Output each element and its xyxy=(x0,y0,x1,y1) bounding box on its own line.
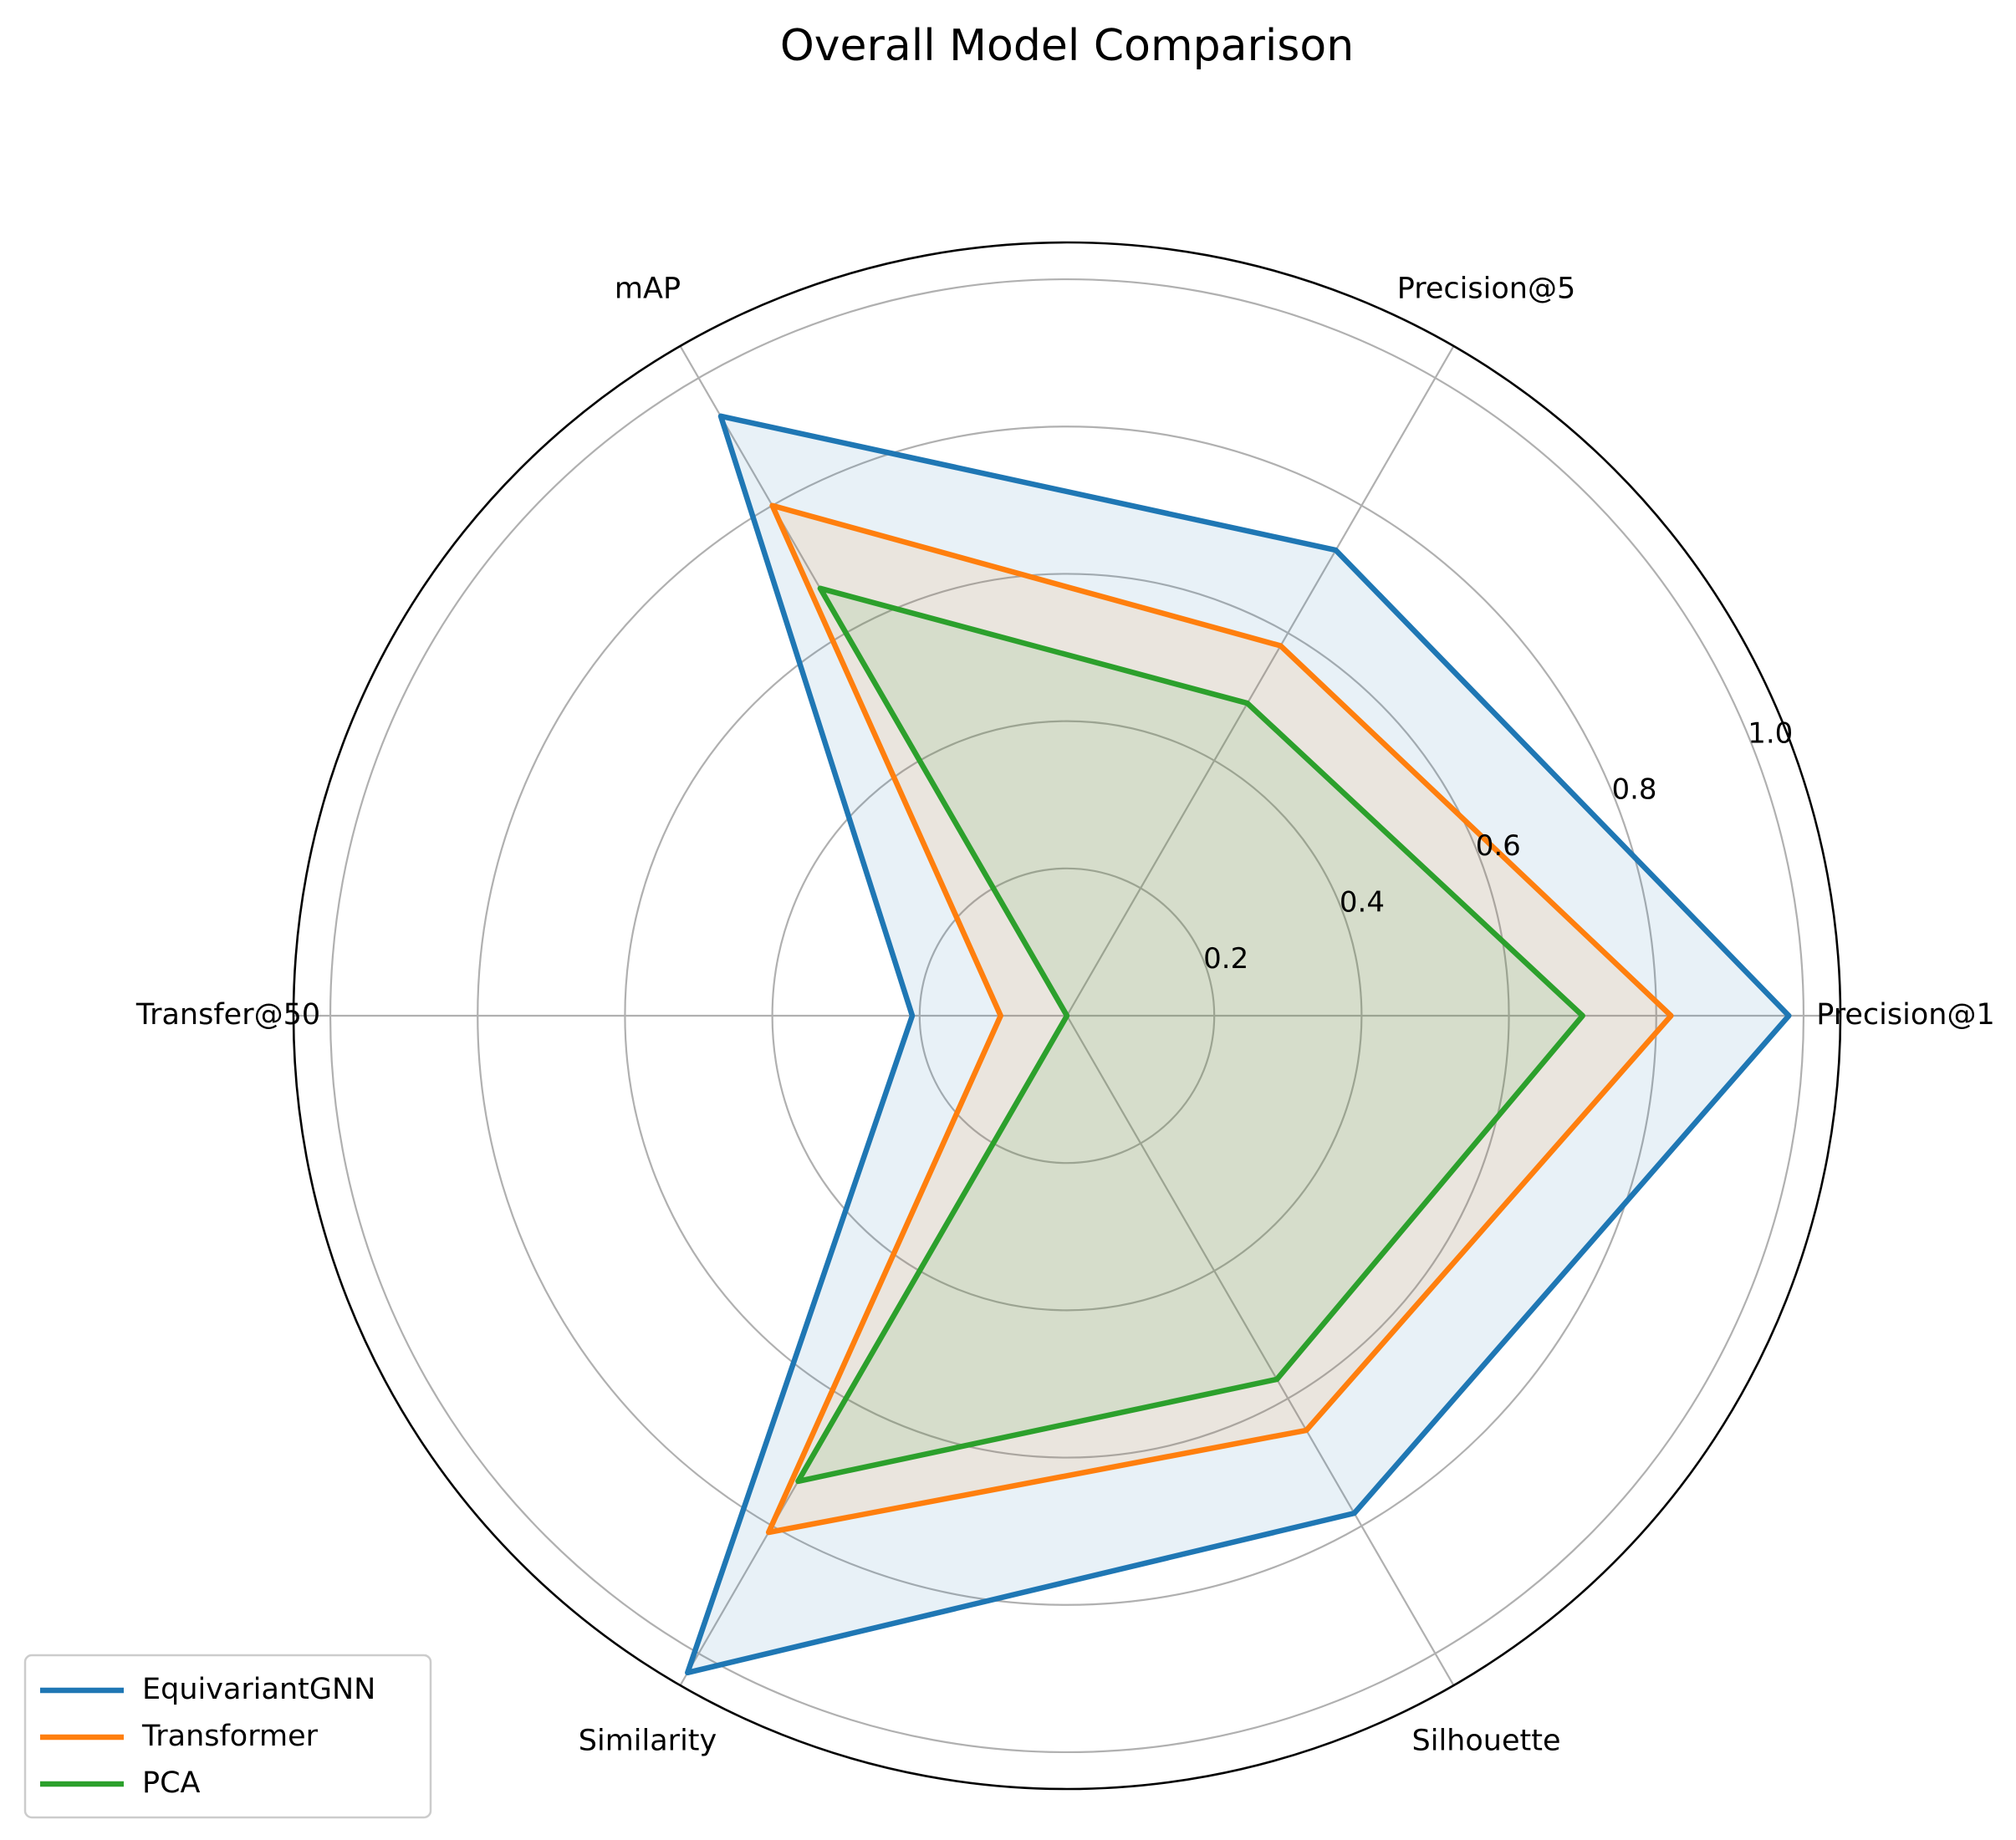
series-fill-1 xyxy=(768,505,1671,1533)
chart-title: Overall Model Comparison xyxy=(780,21,1354,71)
legend-label: PCA xyxy=(142,1766,201,1800)
category-label: mAP xyxy=(615,272,681,305)
category-label: Transfer@50 xyxy=(135,998,320,1032)
radial-tick-label: 1.0 xyxy=(1748,716,1793,750)
series-fills xyxy=(687,415,1789,1673)
radial-tick-labels: 0.2 0.4 0.6 0.8 1.0 xyxy=(1203,716,1793,976)
polar-frame xyxy=(292,241,1842,1791)
radial-tick-label: 0.8 xyxy=(1611,773,1656,807)
category-label: Precision@5 xyxy=(1397,272,1575,305)
legend-label: Transformer xyxy=(141,1720,319,1753)
legend-label: EquivariantGNN xyxy=(142,1673,375,1706)
series-fill-0 xyxy=(687,415,1789,1673)
series-fill-2 xyxy=(798,588,1583,1481)
axis-labels: Precision@1 Precision@5 mAP Transfer@50 Simi… xyxy=(135,272,1995,1757)
category-label: Precision@1 xyxy=(1816,998,1994,1032)
legend-box xyxy=(23,1654,432,1819)
category-label: Similarity xyxy=(579,1725,717,1758)
legend: EquivariantGNN Transformer PCA xyxy=(23,1654,432,1819)
radial-tick-label: 0.2 xyxy=(1203,942,1248,976)
grid-spoke xyxy=(1066,345,1455,1017)
grid-spoke xyxy=(1066,1015,1455,1686)
series-line-0 xyxy=(685,413,1792,1676)
series-line-2 xyxy=(795,585,1585,1485)
category-label: Silhouette xyxy=(1412,1725,1561,1758)
radial-tick-label: 0.4 xyxy=(1340,886,1385,920)
radial-tick-label: 0.6 xyxy=(1476,829,1521,863)
series-lines xyxy=(685,413,1792,1676)
series-line-1 xyxy=(765,502,1674,1536)
